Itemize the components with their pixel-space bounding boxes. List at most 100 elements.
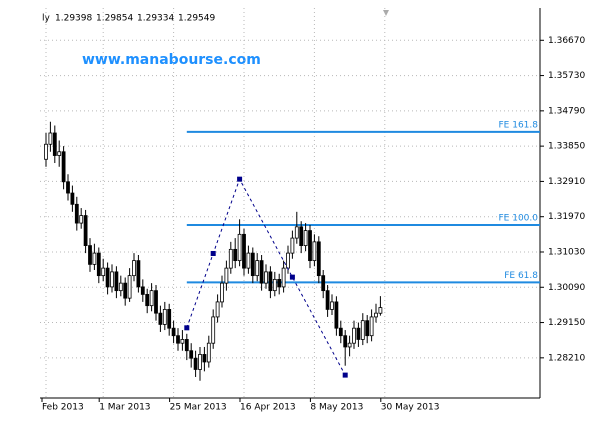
candle-body bbox=[114, 271, 119, 292]
candle-body bbox=[228, 248, 233, 269]
watermark: www.manabourse.com bbox=[82, 52, 261, 68]
shift-marker bbox=[383, 10, 389, 16]
candle-body bbox=[149, 290, 154, 307]
fe-level-label: FE 100.0 bbox=[499, 213, 539, 223]
candle-body bbox=[101, 267, 106, 277]
candle-body bbox=[246, 252, 251, 269]
candle-body bbox=[255, 260, 260, 277]
candle-body bbox=[264, 271, 268, 284]
y-tick-label: 1.32910 bbox=[548, 177, 585, 187]
candle-body bbox=[57, 151, 62, 156]
candle-body bbox=[299, 226, 304, 247]
candle-body bbox=[233, 248, 238, 262]
fe-handle bbox=[210, 250, 216, 256]
candle-body bbox=[180, 339, 185, 344]
candle-body bbox=[193, 357, 198, 370]
candle-body bbox=[52, 132, 57, 156]
candle-body bbox=[61, 151, 66, 183]
candle-body bbox=[158, 312, 163, 325]
candle-body bbox=[286, 252, 290, 269]
candle-body bbox=[378, 307, 383, 314]
candle-body bbox=[277, 278, 282, 288]
candle-body bbox=[198, 354, 202, 370]
candle-body bbox=[343, 335, 348, 348]
candle-body bbox=[184, 339, 189, 352]
fe-anchor-point bbox=[342, 372, 348, 378]
candle-body bbox=[206, 342, 211, 363]
y-tick-label: 1.28210 bbox=[548, 353, 585, 363]
candle-body bbox=[281, 267, 286, 288]
candle-body bbox=[123, 282, 128, 299]
fe-anchor-point bbox=[237, 176, 243, 182]
candle-body bbox=[294, 226, 299, 239]
x-tick-label: 30 May 2013 bbox=[381, 403, 440, 413]
candle-body bbox=[303, 230, 308, 247]
y-tick-label: 1.31030 bbox=[548, 247, 585, 257]
candle-body bbox=[79, 215, 84, 224]
candle-body bbox=[308, 230, 312, 262]
candle-body bbox=[215, 301, 220, 318]
candle-body bbox=[316, 241, 321, 277]
candle-body bbox=[250, 252, 255, 277]
candle-body bbox=[145, 294, 150, 307]
candle-body bbox=[44, 143, 48, 160]
candle-body bbox=[48, 132, 53, 145]
candle-body bbox=[325, 290, 330, 310]
candle-body bbox=[189, 350, 194, 359]
candle-body bbox=[224, 267, 229, 284]
x-tick-label: 8 May 2013 bbox=[310, 403, 363, 413]
header-value: 1.29854 bbox=[96, 14, 133, 24]
candle-body bbox=[176, 335, 180, 344]
y-tick-label: 1.36670 bbox=[548, 36, 585, 46]
candle-body bbox=[83, 215, 88, 247]
candle-body bbox=[272, 278, 277, 292]
x-tick-label: 16 Apr 2013 bbox=[240, 403, 296, 413]
candle-body bbox=[132, 260, 136, 277]
y-tick-label: 1.33850 bbox=[548, 142, 585, 152]
header-value: 1.29549 bbox=[178, 14, 215, 24]
candle-body bbox=[74, 203, 79, 224]
candle-body bbox=[140, 286, 145, 295]
candle-body bbox=[330, 301, 334, 310]
candle-body bbox=[88, 245, 92, 265]
candle-body bbox=[92, 252, 97, 265]
candle-body bbox=[312, 241, 317, 262]
candle-body bbox=[110, 271, 114, 288]
candle-body bbox=[352, 327, 356, 344]
candle-body bbox=[202, 354, 207, 363]
candle-body bbox=[162, 309, 167, 325]
candle-body bbox=[70, 192, 75, 205]
candle-body bbox=[66, 181, 70, 194]
candle-body bbox=[105, 267, 110, 288]
candle-body bbox=[220, 282, 224, 303]
candle-body bbox=[290, 237, 295, 254]
candle-body bbox=[171, 327, 176, 337]
header-symbol: ly bbox=[42, 14, 51, 24]
fe-level-label: FE 161.8 bbox=[499, 120, 539, 130]
x-tick-label: 1 Mar 2013 bbox=[99, 403, 150, 413]
candle-body bbox=[268, 271, 273, 292]
header-value: 1.29334 bbox=[137, 14, 174, 24]
candle-body bbox=[334, 301, 339, 329]
candle-body bbox=[347, 342, 352, 348]
y-tick-label: 1.35730 bbox=[548, 71, 585, 81]
candle-body bbox=[96, 252, 101, 277]
y-tick-label: 1.31970 bbox=[548, 212, 585, 222]
y-tick-label: 1.34790 bbox=[548, 106, 585, 116]
candle-body bbox=[154, 290, 158, 314]
fe-level-label: FE 61.8 bbox=[504, 271, 538, 281]
fe-anchor-point bbox=[184, 325, 190, 331]
candle-body bbox=[338, 327, 343, 337]
candle-body bbox=[118, 282, 123, 292]
candle-body bbox=[356, 327, 361, 340]
candle-body bbox=[127, 275, 132, 299]
candle-body bbox=[321, 275, 326, 292]
candle-body bbox=[237, 233, 242, 262]
y-tick-label: 1.29150 bbox=[548, 318, 585, 328]
candle-body bbox=[369, 316, 374, 337]
candle-body bbox=[365, 320, 370, 337]
candle-body bbox=[360, 320, 365, 340]
